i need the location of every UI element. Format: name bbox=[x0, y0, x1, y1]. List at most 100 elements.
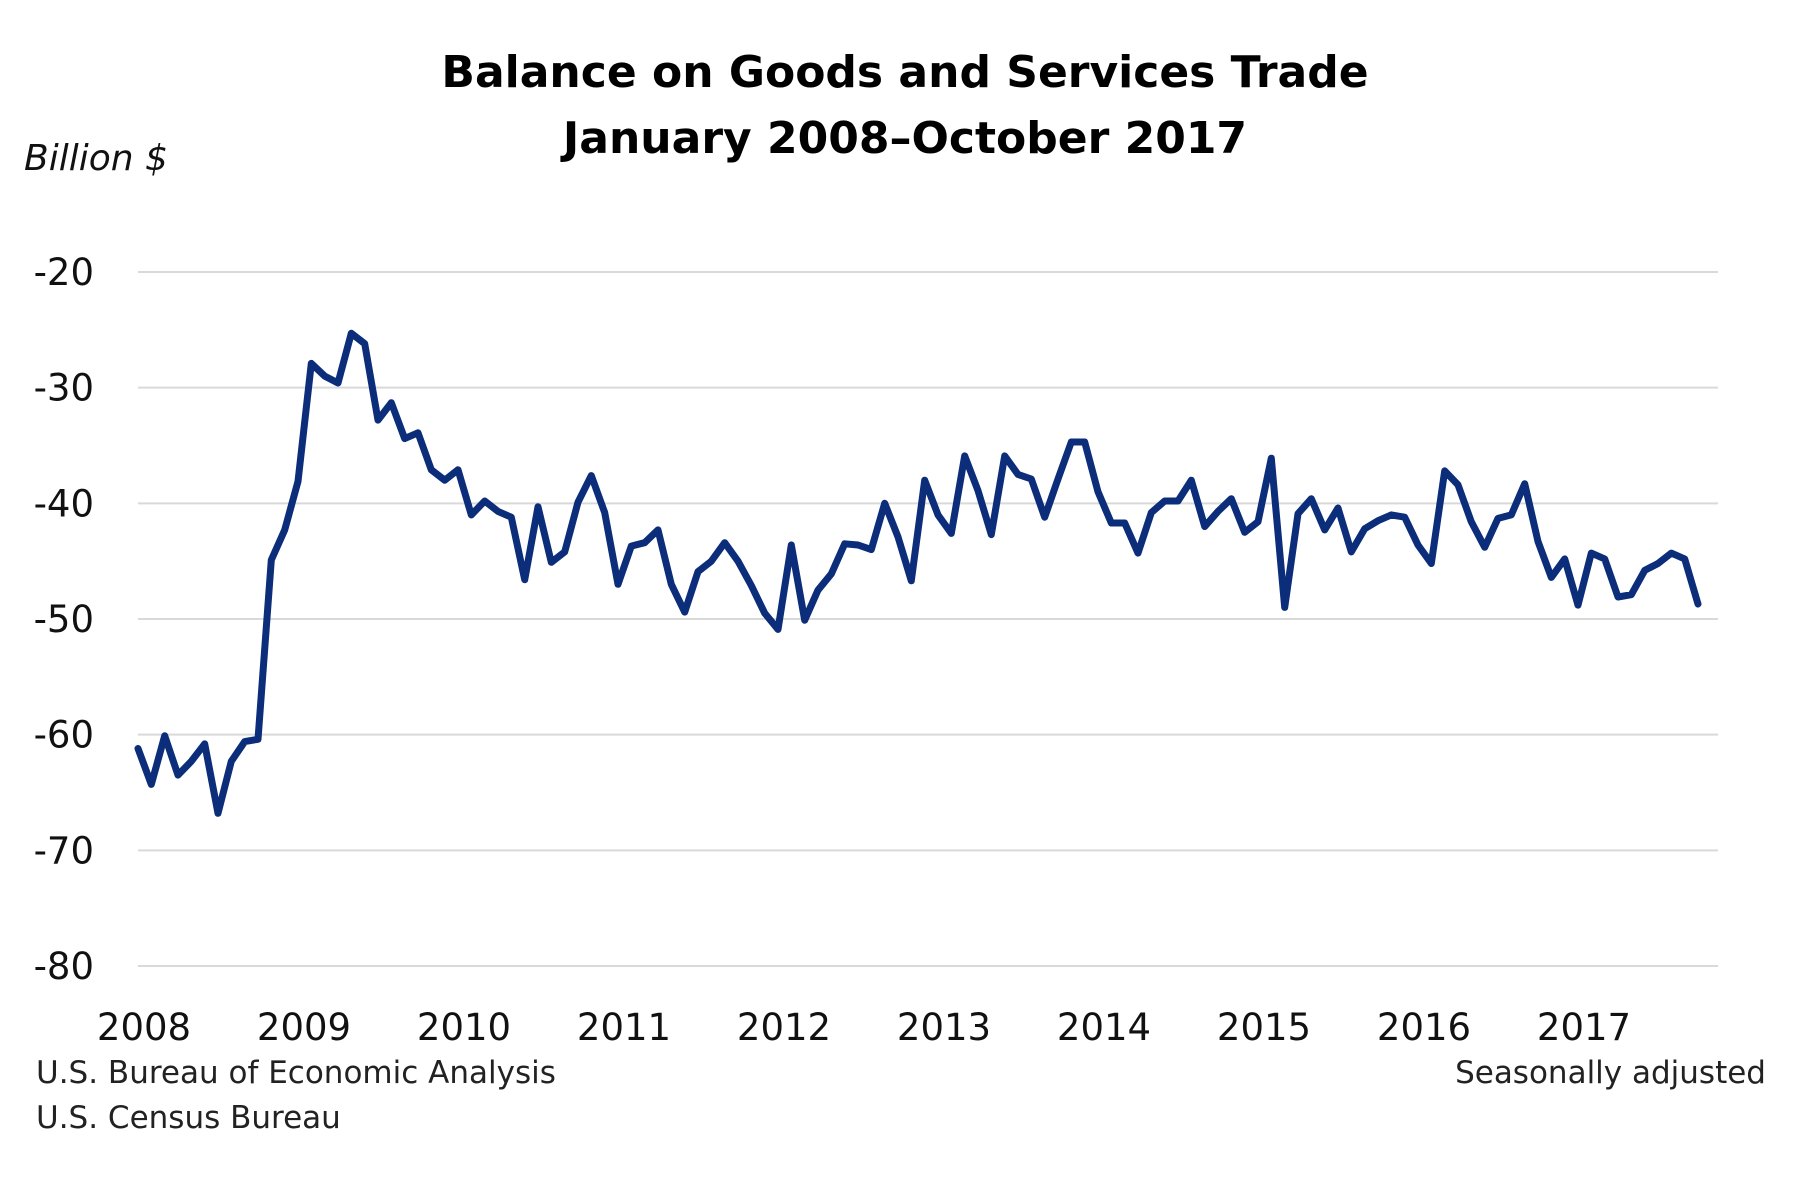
data-point bbox=[1668, 549, 1675, 557]
data-point bbox=[1201, 523, 1208, 530]
data-point bbox=[494, 508, 502, 515]
data-point bbox=[1548, 574, 1555, 581]
data-point bbox=[468, 511, 475, 519]
data-point bbox=[481, 497, 488, 505]
y-tick-label: -60 bbox=[34, 714, 94, 757]
data-point bbox=[614, 581, 622, 588]
data-point bbox=[601, 509, 608, 516]
data-point bbox=[988, 531, 995, 538]
data-point bbox=[1081, 438, 1088, 446]
data-point bbox=[1441, 467, 1448, 475]
data-point bbox=[508, 514, 515, 521]
data-point bbox=[1188, 477, 1195, 484]
chart-subtitle: January 2008–October 2017 bbox=[560, 113, 1247, 164]
data-point bbox=[1254, 518, 1262, 525]
data-point bbox=[908, 577, 915, 584]
data-point bbox=[1628, 591, 1635, 598]
data-point bbox=[268, 556, 275, 564]
data-point bbox=[1308, 495, 1315, 502]
data-point bbox=[1494, 515, 1502, 522]
data-point bbox=[868, 546, 875, 553]
data-point bbox=[1028, 475, 1035, 483]
data-point bbox=[1388, 511, 1395, 519]
y-tick-label: -50 bbox=[34, 598, 94, 641]
y-tick-label: -40 bbox=[34, 482, 94, 525]
data-point bbox=[561, 548, 568, 556]
data-point bbox=[548, 559, 555, 566]
data-point bbox=[1641, 567, 1648, 574]
data-point bbox=[441, 477, 448, 484]
data-point bbox=[1481, 544, 1488, 551]
data-point bbox=[414, 429, 422, 436]
x-axis-ticks: 2008 2009 2010 2011 2012 2013 2014 2015 2016 2017 bbox=[97, 1006, 1631, 1049]
data-point bbox=[374, 416, 382, 424]
source-bea: U.S. Bureau of Economic Analysis bbox=[36, 1055, 556, 1091]
data-point bbox=[1534, 538, 1542, 545]
data-point bbox=[788, 541, 795, 549]
data-point bbox=[1054, 475, 1062, 483]
y-tick-label: -30 bbox=[34, 367, 94, 410]
data-point bbox=[1294, 510, 1302, 517]
data-point bbox=[668, 581, 675, 588]
data-point bbox=[854, 541, 862, 549]
data-point bbox=[1228, 495, 1235, 502]
data-point bbox=[1014, 471, 1022, 478]
data-point bbox=[254, 736, 262, 743]
data-point bbox=[654, 526, 662, 534]
data-point bbox=[1174, 497, 1182, 505]
data-point bbox=[1068, 438, 1075, 446]
x-tick-label: 2017 bbox=[1537, 1006, 1631, 1049]
data-point bbox=[814, 586, 822, 594]
series-layer bbox=[134, 329, 1702, 817]
data-point bbox=[161, 732, 168, 739]
data-point bbox=[1614, 593, 1622, 601]
x-tick-label: 2013 bbox=[897, 1006, 991, 1049]
data-point bbox=[1414, 541, 1422, 549]
data-point bbox=[681, 608, 688, 616]
data-point bbox=[1041, 514, 1048, 521]
data-point bbox=[961, 452, 968, 460]
data-point bbox=[1108, 519, 1115, 527]
chart-title: Balance on Goods and Services Trade bbox=[441, 47, 1368, 98]
x-tick-label: 2012 bbox=[737, 1006, 831, 1049]
data-point bbox=[828, 570, 835, 578]
seasonally-adjusted-note: Seasonally adjusted bbox=[1455, 1055, 1766, 1091]
data-point bbox=[921, 477, 928, 484]
data-point bbox=[841, 540, 848, 547]
data-point bbox=[1268, 455, 1275, 462]
data-point bbox=[521, 576, 528, 583]
data-point bbox=[881, 500, 888, 507]
y-axis-ticks: -20 -30 -40 -50 -60 -70 -80 bbox=[34, 251, 94, 988]
x-tick-label: 2011 bbox=[577, 1006, 671, 1049]
data-point bbox=[228, 758, 235, 765]
data-point bbox=[308, 360, 315, 367]
data-point bbox=[1001, 452, 1008, 460]
data-point bbox=[1214, 508, 1222, 515]
data-point bbox=[361, 340, 368, 347]
data-point bbox=[761, 610, 768, 617]
data-point bbox=[1241, 529, 1248, 536]
data-point bbox=[734, 558, 742, 565]
data-point bbox=[1508, 511, 1515, 519]
data-point bbox=[134, 745, 142, 752]
data-point bbox=[748, 582, 755, 589]
data-point bbox=[574, 499, 582, 506]
data-point bbox=[1334, 504, 1342, 512]
x-tick-label: 2016 bbox=[1377, 1006, 1471, 1049]
data-point bbox=[1428, 560, 1435, 567]
data-point bbox=[241, 738, 248, 745]
data-point bbox=[401, 435, 408, 442]
y-tick-label: -70 bbox=[34, 829, 94, 872]
data-point bbox=[694, 568, 702, 575]
data-point bbox=[1134, 549, 1142, 557]
data-point bbox=[721, 539, 728, 546]
data-point bbox=[1281, 604, 1288, 611]
data-point bbox=[1361, 525, 1368, 532]
data-point bbox=[1148, 509, 1155, 516]
data-point bbox=[934, 511, 942, 519]
data-point bbox=[1321, 526, 1328, 534]
data-point bbox=[974, 487, 982, 494]
data-point bbox=[1468, 518, 1475, 525]
data-point bbox=[628, 542, 635, 550]
